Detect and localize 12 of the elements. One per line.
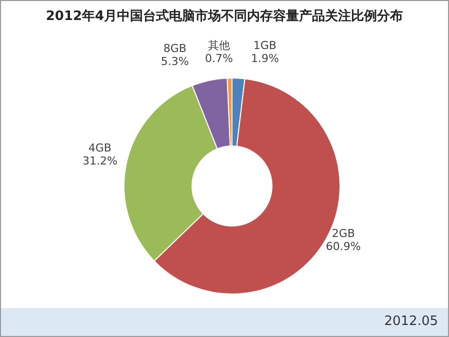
slice-label: 其他 [208,39,230,52]
slice-label: 1GB [253,39,276,52]
chart-title: 2012年4月中国台式电脑市场不同内存容量产品关注比例分布 [44,8,404,25]
slice-label: 2GB [332,226,355,240]
slice-label: 4GB [88,141,112,154]
data-label: 0.7% [204,52,233,66]
data-label: 60.9% [326,240,361,253]
data-label: 31.2% [82,154,118,168]
text: 2012.05 [384,314,438,329]
slice-label: 8GB [163,42,186,55]
data-label: 5.3% [160,54,189,68]
data-label: 1.9% [250,52,279,66]
